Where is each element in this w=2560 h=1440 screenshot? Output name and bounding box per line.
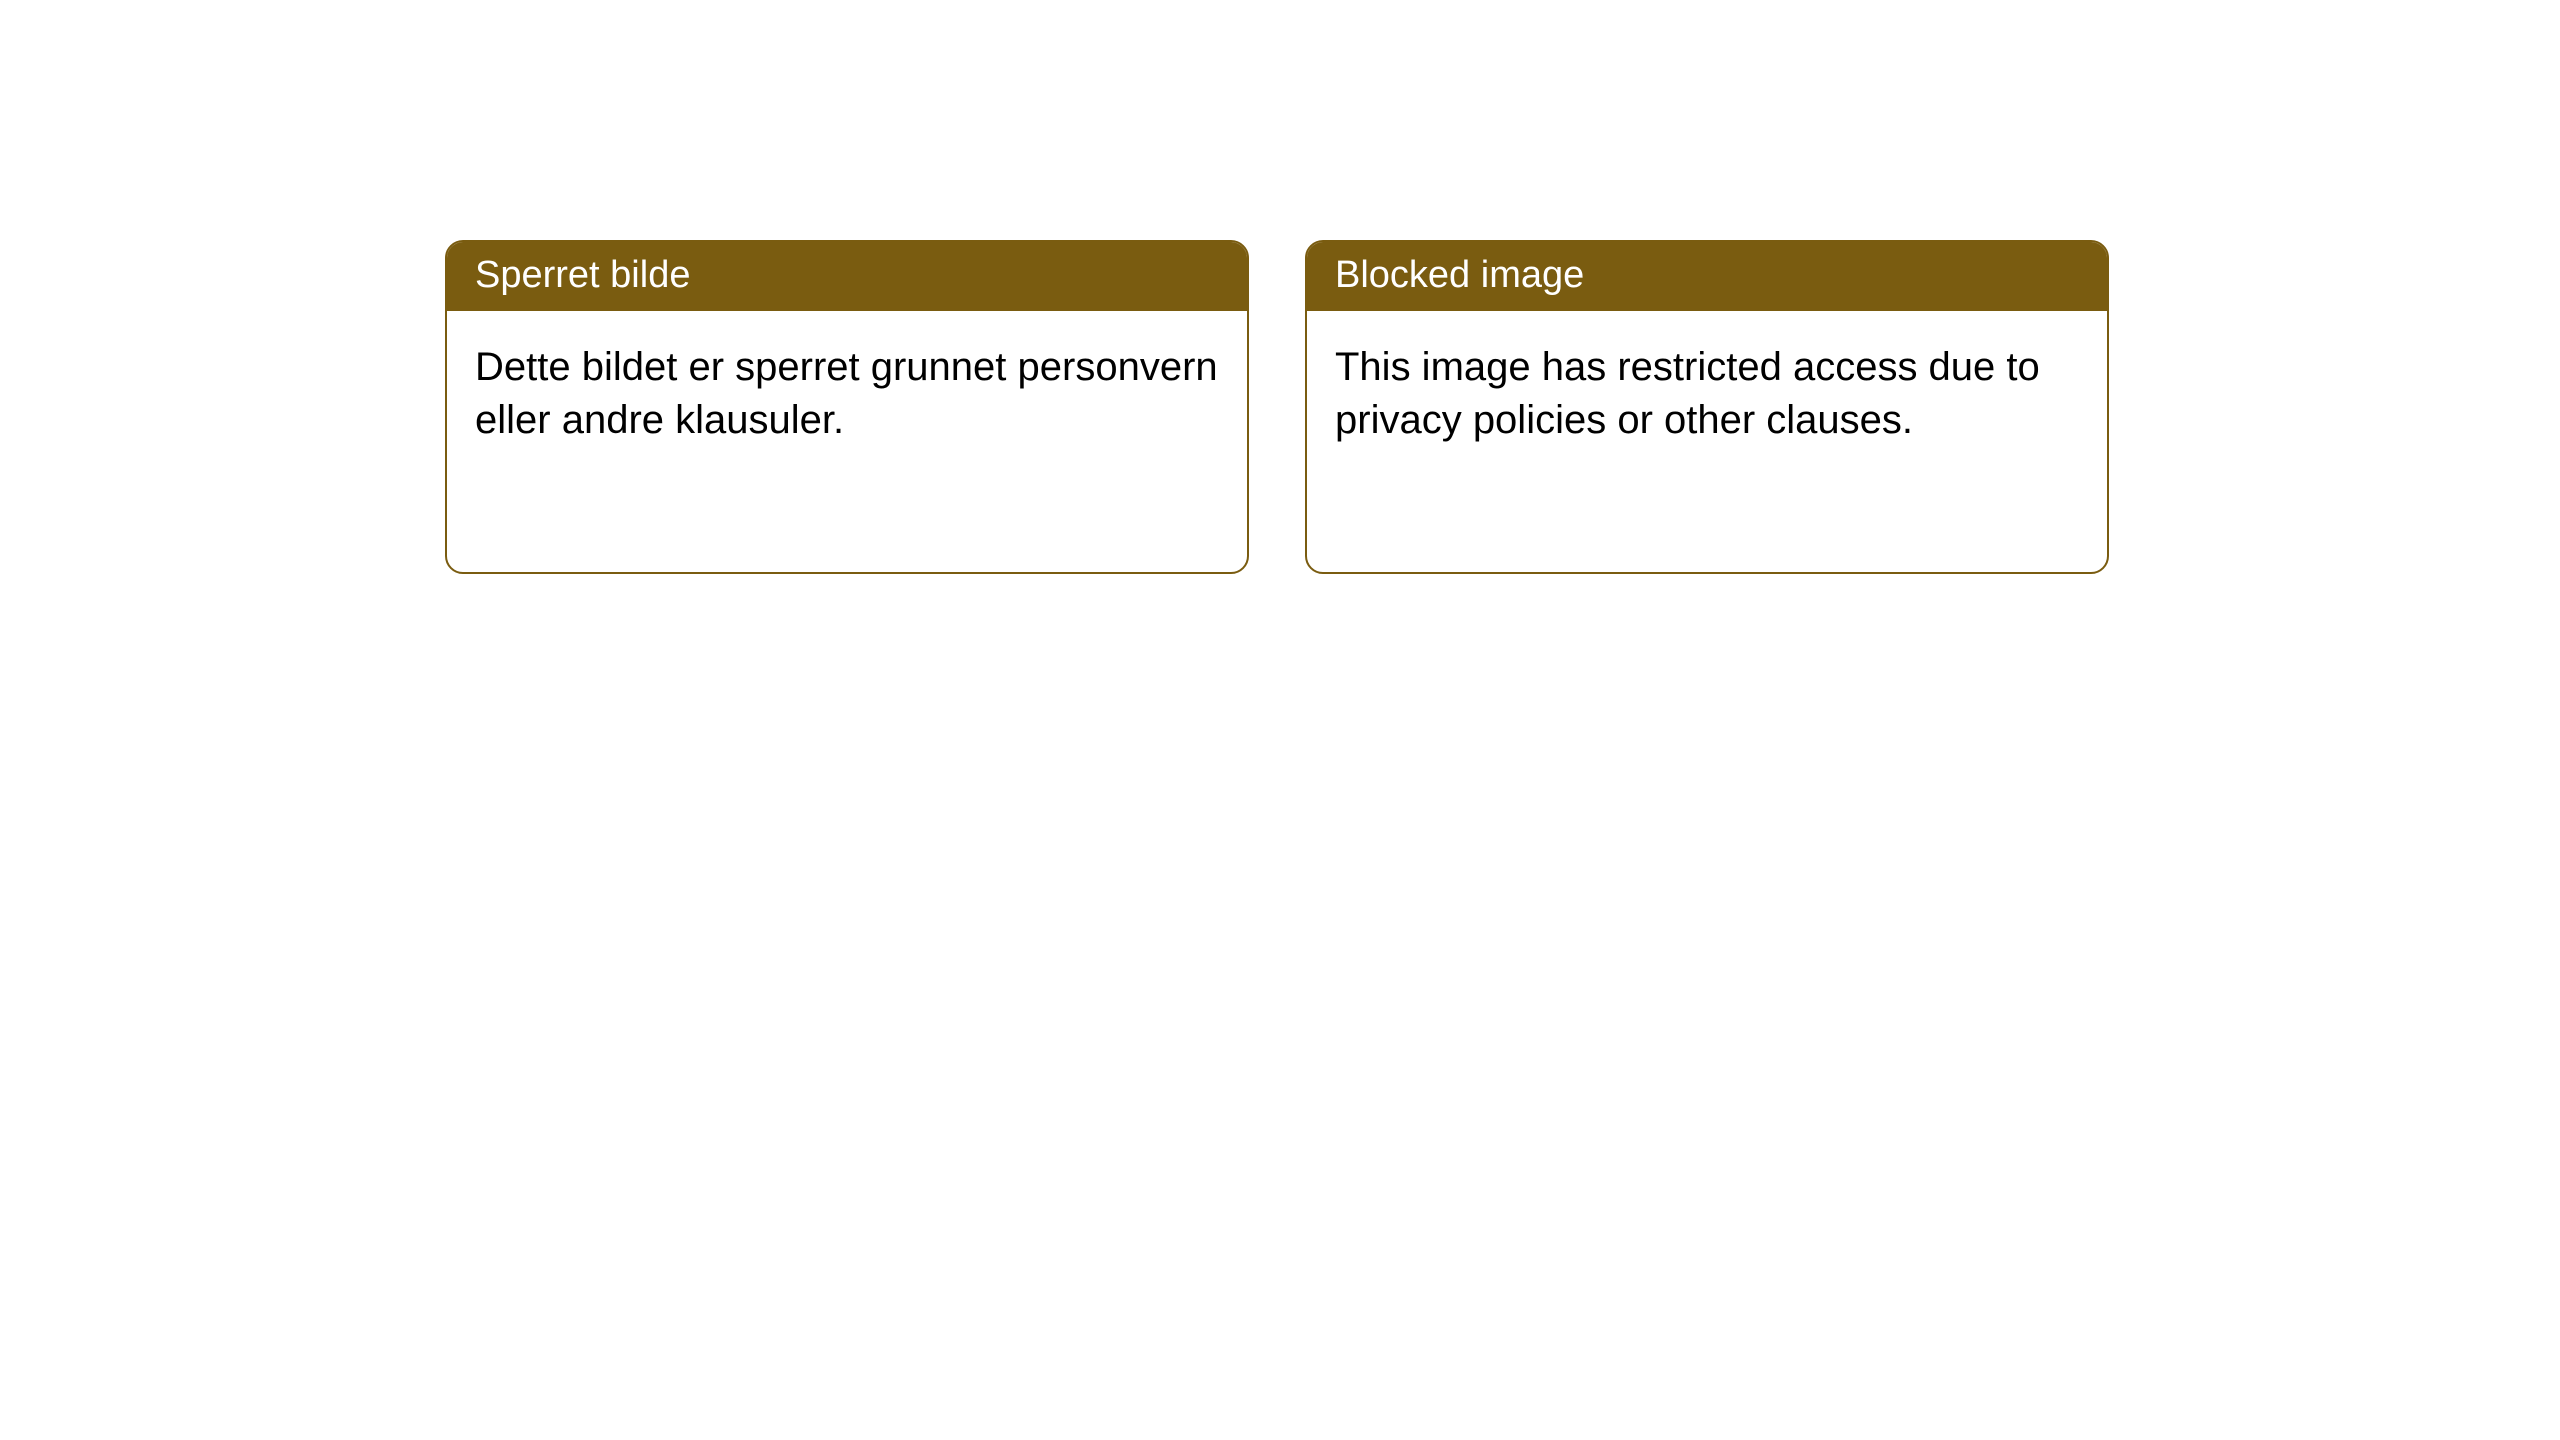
notice-card-title: Sperret bilde (447, 242, 1247, 311)
notice-card-row: Sperret bilde Dette bildet er sperret gr… (445, 240, 2109, 574)
notice-card-title: Blocked image (1307, 242, 2107, 311)
notice-card-english: Blocked image This image has restricted … (1305, 240, 2109, 574)
notice-card-message: Dette bildet er sperret grunnet personve… (447, 311, 1247, 477)
notice-card-message: This image has restricted access due to … (1307, 311, 2107, 477)
notice-card-norwegian: Sperret bilde Dette bildet er sperret gr… (445, 240, 1249, 574)
